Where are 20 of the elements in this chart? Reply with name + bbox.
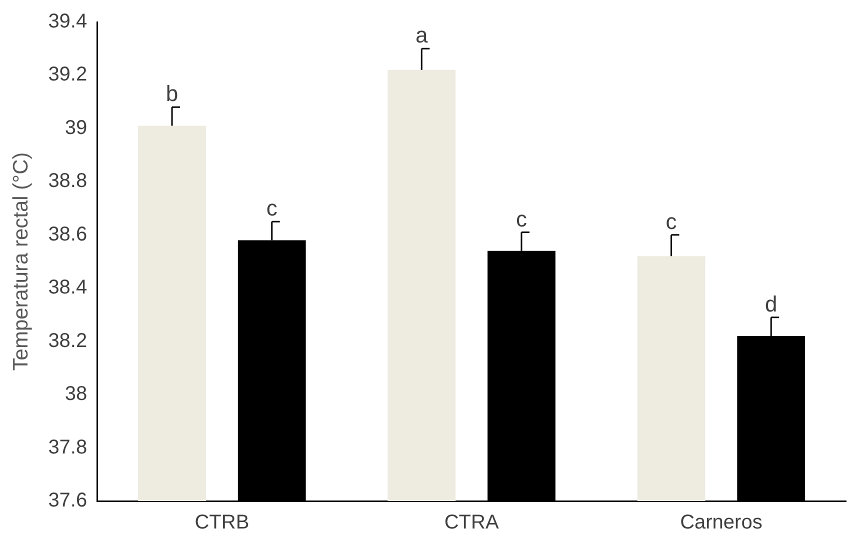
y-tick-label: 39.4 (48, 10, 88, 33)
y-tick-label: 38.8 (48, 170, 88, 192)
y-tick-label: 37.6 (48, 490, 88, 512)
data-label: b (166, 81, 178, 106)
y-tick-label: 38 (64, 383, 88, 406)
data-label: d (764, 291, 778, 316)
data-label: c (666, 208, 677, 234)
y-tick-label: 37.8 (48, 436, 88, 458)
y-tick-label: 38.4 (48, 276, 88, 299)
x-tick-label: CTRA (444, 512, 500, 534)
data-label: c (516, 206, 527, 232)
data-label: c (266, 196, 278, 221)
x-tick-label: CTRB (194, 512, 250, 534)
y-tick-label: 39.2 (48, 64, 88, 86)
data-label: a (416, 22, 429, 48)
x-tick-label: Carneros (680, 512, 762, 534)
y-tick-label: 39 (64, 116, 88, 139)
y-axis-title: Temperatura rectal (°C) (9, 152, 32, 371)
y-tick-label: 38.2 (48, 330, 88, 352)
y-tick-label: 38.6 (48, 223, 88, 246)
